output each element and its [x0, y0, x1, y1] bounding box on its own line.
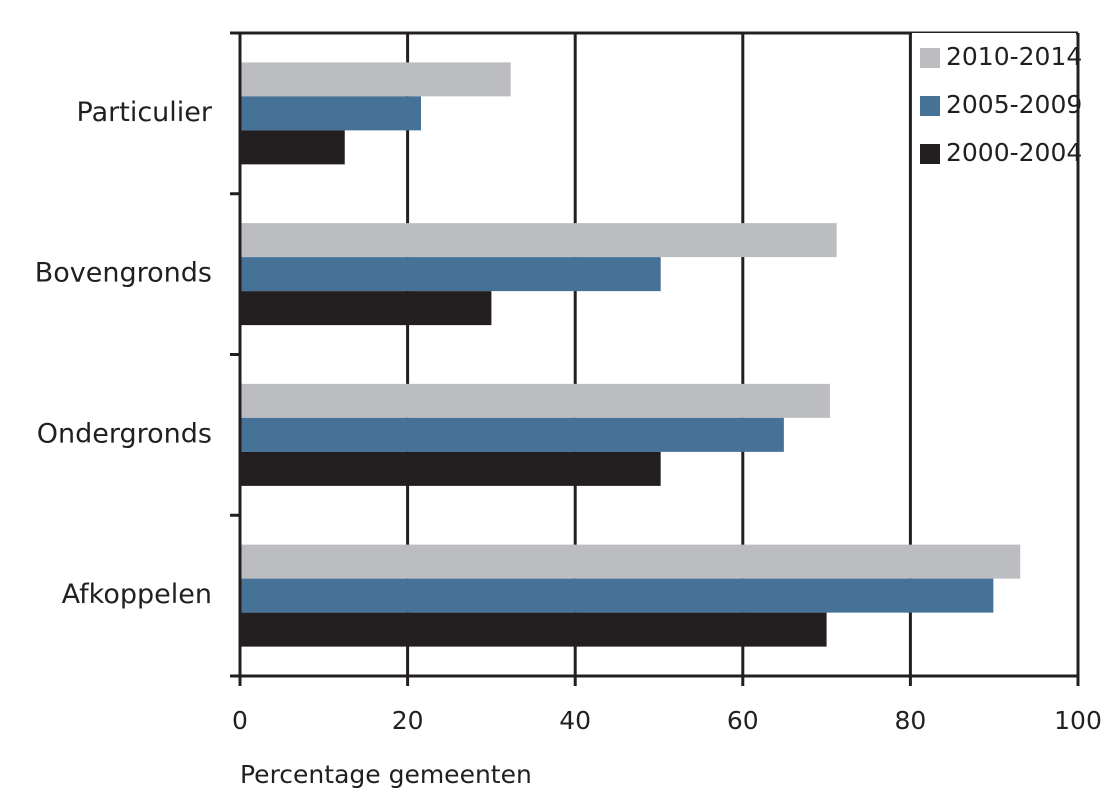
x-tick-label: 100: [1054, 706, 1102, 735]
legend-label: 2005-2009: [946, 90, 1082, 119]
bar: [240, 257, 661, 292]
bar: [240, 223, 837, 258]
y-tick-label: Particulier: [77, 97, 213, 128]
bar: [240, 291, 492, 326]
bar: [240, 417, 784, 452]
bar: [240, 62, 511, 97]
legend-swatch: [920, 48, 940, 68]
bar: [240, 451, 661, 486]
legend-swatch: [920, 96, 940, 116]
x-tick-label: 20: [392, 706, 424, 735]
y-tick-label: Afkoppelen: [62, 579, 212, 610]
x-tick-label: 80: [894, 706, 926, 735]
y-tick-label: Ondergronds: [37, 418, 212, 449]
bar: [240, 96, 422, 131]
bar: [240, 578, 994, 613]
legend-swatch: [920, 144, 940, 164]
bar: [240, 612, 827, 647]
y-tick-label: Bovengronds: [35, 258, 212, 289]
bar: [240, 383, 830, 418]
x-axis-label: Percentage gemeenten: [240, 760, 532, 789]
x-tick-label: 60: [727, 706, 759, 735]
x-tick-label: 40: [559, 706, 591, 735]
x-tick-label: 0: [232, 706, 248, 735]
bar: [240, 130, 345, 165]
legend-label: 2010-2014: [946, 42, 1082, 71]
bar: [240, 544, 1021, 579]
legend-label: 2000-2004: [946, 138, 1082, 167]
